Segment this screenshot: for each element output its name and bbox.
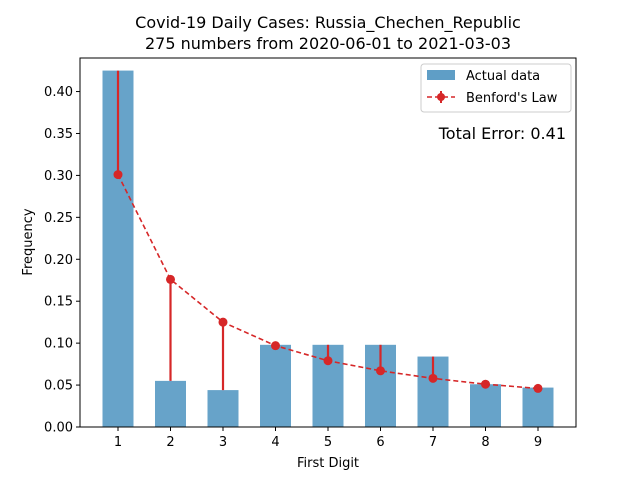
x-tick-label: 7 — [429, 435, 437, 450]
bars-layer — [102, 70, 554, 428]
y-tick-label: 0.40 — [44, 85, 73, 100]
error-lines-layer — [116, 70, 540, 391]
x-tick-label: 6 — [376, 435, 384, 450]
x-tick-label: 3 — [219, 435, 227, 450]
legend-label-actual: Actual data — [466, 69, 540, 84]
y-tick-label: 0.20 — [44, 253, 73, 268]
x-tick-label: 2 — [166, 435, 174, 450]
benford-point-digit-8 — [481, 379, 490, 389]
chart-title: Covid-19 Daily Cases: Russia_Chechen_Rep… — [135, 13, 521, 33]
benford-point-digit-7 — [428, 373, 438, 383]
x-axis: 1 2 3 4 5 6 7 8 9 — [114, 427, 542, 450]
y-axis-label: Frequency — [21, 208, 36, 275]
x-tick-label: 1 — [114, 435, 122, 450]
legend: Actual data Benford's Law — [420, 63, 572, 113]
bar-digit-9 — [522, 387, 554, 427]
chart-subtitle: 275 numbers from 2020-06-01 to 2021-03-0… — [145, 34, 511, 53]
x-tick-label: 9 — [534, 435, 542, 450]
x-axis-label: First Digit — [297, 456, 359, 471]
total-error-annotation: Total Error: 0.41 — [438, 124, 566, 143]
y-tick-label: 0.30 — [44, 169, 73, 184]
y-tick-label: 0.10 — [44, 337, 73, 352]
x-tick-label: 5 — [324, 435, 332, 450]
benford-point-digit-4 — [271, 341, 280, 351]
y-tick-label: 0.05 — [44, 379, 73, 394]
legend-box — [420, 63, 572, 113]
y-tick-label: 0.25 — [44, 211, 73, 226]
y-tick-label: 0.15 — [44, 295, 73, 310]
y-tick-label: 0.00 — [44, 421, 73, 436]
benford-point-digit-6 — [376, 366, 385, 376]
bar-digit-8 — [470, 384, 501, 427]
x-tick-label: 4 — [271, 435, 279, 450]
legend-bar-swatch — [427, 70, 455, 80]
legend-marker-swatch — [437, 93, 445, 101]
y-tick-label: 0.35 — [44, 127, 73, 142]
benford-point-digit-2 — [166, 274, 175, 284]
bar-digit-2 — [155, 380, 186, 427]
benford-point-digit-9 — [533, 383, 543, 393]
legend-label-benford: Benford's Law — [466, 91, 558, 106]
bar-digit-3 — [207, 390, 239, 427]
benford-point-digit-5 — [323, 356, 333, 366]
bar-digit-4 — [260, 344, 291, 427]
y-axis: 0.00 0.05 0.10 0.15 0.20 0.25 0.30 0.35 0.40 — [44, 85, 80, 436]
x-tick-label: 8 — [481, 435, 489, 450]
benford-point-digit-3 — [218, 317, 228, 327]
benford-line-layer — [113, 170, 543, 393]
benford-point-digit-1 — [113, 170, 123, 180]
